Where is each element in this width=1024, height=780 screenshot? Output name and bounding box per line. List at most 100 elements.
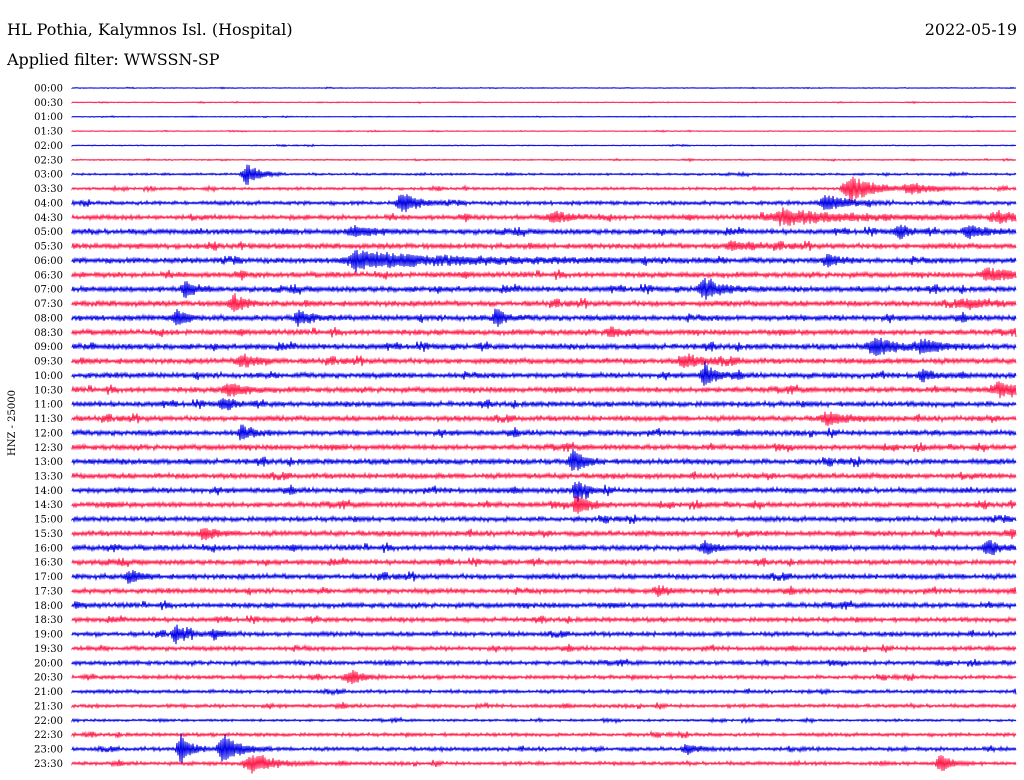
row-label: 09:30 — [34, 357, 63, 368]
trace-row-1430 — [71, 496, 1017, 514]
row-label: 00:00 — [34, 84, 63, 95]
trace-row-0330 — [71, 176, 1017, 203]
trace-group — [71, 86, 1017, 774]
channel-label: HNZ - 25000 — [7, 390, 18, 456]
row-label: 17:30 — [34, 587, 63, 598]
record-date: 2022-05-19 — [924, 20, 1017, 39]
row-label: 20:30 — [34, 673, 63, 684]
trace-row-1100 — [71, 398, 1017, 411]
trace-row-1700 — [71, 570, 1017, 584]
row-label: 10:00 — [34, 371, 63, 382]
row-label: 13:30 — [34, 472, 63, 483]
trace-row-2300 — [71, 733, 1017, 764]
trace-row-2130 — [71, 701, 1017, 711]
row-label: 21:30 — [34, 701, 63, 712]
row-label: 02:30 — [34, 155, 63, 166]
row-label: 21:00 — [34, 687, 63, 698]
trace-row-1030 — [71, 381, 1017, 399]
trace-row-0300 — [71, 164, 1017, 185]
row-label: 11:30 — [34, 414, 63, 425]
row-label: 00:30 — [34, 98, 63, 109]
trace-row-2200 — [71, 716, 1017, 725]
row-label: 23:30 — [34, 759, 63, 770]
trace-row-1730 — [71, 585, 1017, 598]
row-label: 01:30 — [34, 127, 63, 138]
trace-row-1300 — [71, 449, 1017, 471]
trace-row-0400 — [71, 194, 1017, 213]
trace-row-1500 — [71, 514, 1017, 524]
row-label: 12:00 — [34, 428, 63, 439]
trace-row-0500 — [71, 224, 1017, 240]
trace-row-0630 — [71, 267, 1017, 281]
row-label: 16:00 — [34, 543, 63, 554]
row-label-group: 00:00 00:30 01:00 01:30 02:00 02:30 03:00 03:30… — [34, 84, 63, 770]
row-label: 07:00 — [34, 285, 63, 296]
trace-row-0700 — [71, 277, 1017, 300]
row-label: 14:30 — [34, 500, 63, 511]
row-label: 18:00 — [34, 601, 63, 612]
row-label: 04:00 — [34, 199, 63, 210]
row-label: 20:00 — [34, 658, 63, 669]
trace-row-1400 — [71, 481, 1017, 502]
row-label: 01:00 — [34, 112, 63, 123]
row-label: 19:00 — [34, 630, 63, 641]
filter-line: Applied filter: WWSSN-SP — [7, 50, 220, 69]
trace-row-1200 — [71, 424, 1017, 441]
trace-row-1130 — [71, 411, 1017, 427]
row-label: 15:30 — [34, 529, 63, 540]
trace-row-2030 — [71, 669, 1017, 685]
trace-row-0530 — [71, 240, 1017, 252]
trace-row-1330 — [71, 471, 1017, 481]
row-label: 05:00 — [34, 227, 63, 238]
row-label: 13:00 — [34, 457, 63, 468]
filter-prefix: Applied filter: — [7, 50, 119, 69]
row-label: 06:30 — [34, 270, 63, 281]
row-label: 22:30 — [34, 730, 63, 741]
trace-row-2230 — [71, 729, 1017, 739]
row-label: 22:00 — [34, 716, 63, 727]
trace-row-1800 — [71, 600, 1017, 611]
trace-row-0130 — [71, 129, 1017, 133]
trace-row-1830 — [71, 615, 1017, 625]
row-label: 16:30 — [34, 558, 63, 569]
trace-row-0430 — [71, 207, 1017, 227]
row-label: 03:30 — [34, 184, 63, 195]
row-label: 07:30 — [34, 299, 63, 310]
row-label: 23:00 — [34, 745, 63, 756]
trace-row-0830 — [71, 326, 1017, 338]
row-label: 17:00 — [34, 572, 63, 583]
trace-row-2000 — [71, 658, 1017, 668]
station-title: HL Pothia, Kalymnos Isl. (Hospital) — [7, 20, 293, 39]
trace-row-0730 — [71, 293, 1017, 312]
trace-row-0230 — [71, 157, 1017, 163]
row-label: 08:30 — [34, 328, 63, 339]
trace-row-0930 — [71, 353, 1017, 368]
row-label: 03:00 — [34, 170, 63, 181]
trace-row-0800 — [71, 308, 1017, 327]
trace-row-0100 — [71, 115, 1017, 119]
row-label: 15:00 — [34, 515, 63, 526]
row-label: 12:30 — [34, 443, 63, 454]
trace-row-0900 — [71, 337, 1017, 357]
row-label: 06:00 — [34, 256, 63, 267]
trace-row-0200 — [71, 143, 1017, 148]
row-label: 14:00 — [34, 486, 63, 497]
row-label: 11:00 — [34, 400, 63, 411]
row-label: 02:00 — [34, 141, 63, 152]
trace-row-0030 — [71, 100, 1017, 105]
trace-row-1930 — [71, 643, 1017, 653]
trace-row-1900 — [71, 624, 1017, 645]
trace-row-0000 — [71, 86, 1017, 90]
filter-name: WWSSN-SP — [123, 50, 220, 69]
row-label: 18:30 — [34, 615, 63, 626]
row-label: 05:30 — [34, 242, 63, 253]
row-label: 09:00 — [34, 342, 63, 353]
trace-row-0600 — [71, 249, 1017, 273]
trace-row-1230 — [71, 442, 1017, 453]
trace-row-2330 — [71, 755, 1017, 774]
trace-row-1000 — [71, 361, 1017, 386]
trace-row-1630 — [71, 557, 1017, 567]
trace-row-2100 — [71, 687, 1017, 697]
trace-row-1600 — [71, 540, 1017, 556]
